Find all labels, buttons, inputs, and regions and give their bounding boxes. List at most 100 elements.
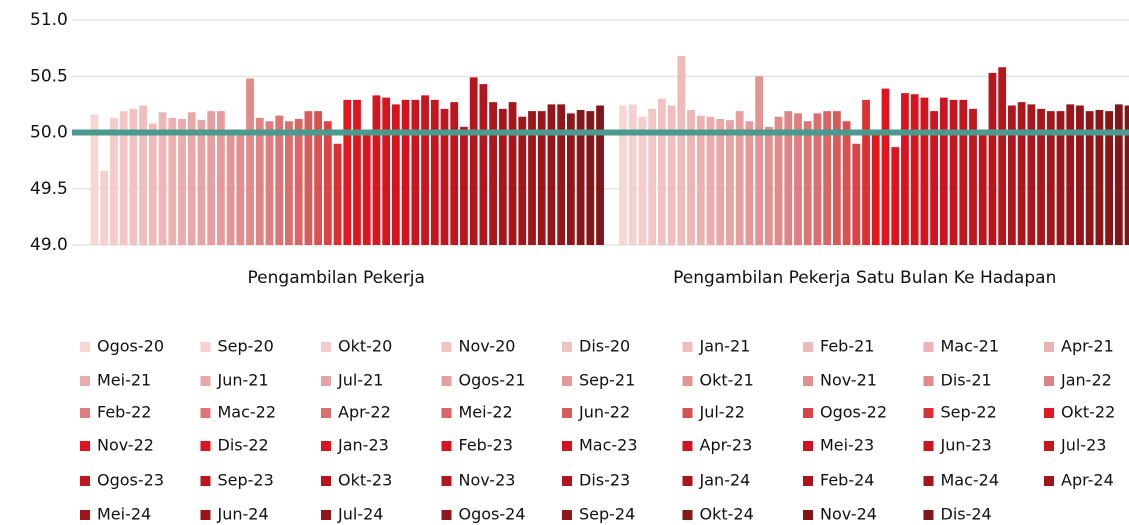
bar (784, 111, 793, 245)
legend-swatch (321, 476, 331, 486)
legend-swatch (1044, 408, 1054, 418)
legend-label: Okt-20 (338, 337, 392, 356)
legend-swatch (682, 342, 693, 352)
legend-label: Apr-23 (700, 436, 753, 455)
legend-label: Mei-22 (459, 403, 513, 422)
bar (1076, 105, 1084, 245)
bar (852, 143, 861, 245)
legend-label: Sep-22 (941, 403, 997, 422)
bar (401, 99, 410, 245)
y-tick-label: 49.5 (30, 179, 68, 199)
bar (178, 119, 186, 245)
bar (129, 108, 138, 245)
legend-swatch (923, 476, 934, 486)
bar (871, 132, 880, 245)
x-category-label: Pengambilan Pekerja (248, 268, 425, 288)
bar (576, 110, 585, 245)
legend-swatch (441, 441, 452, 451)
bar (988, 72, 997, 245)
bar (1008, 105, 1016, 245)
legend-swatch (562, 441, 572, 451)
bar (275, 115, 284, 245)
legend-swatch (1044, 441, 1054, 451)
legend-label: Sep-24 (579, 505, 635, 524)
bar (557, 104, 566, 245)
legend-swatch (441, 342, 452, 352)
y-tick-label: 50.5 (30, 66, 68, 86)
legend-swatch (1044, 476, 1054, 486)
legend-swatch (803, 441, 813, 451)
bar (1066, 104, 1075, 245)
legend-swatch (803, 376, 813, 386)
bar (823, 111, 832, 245)
legend-label: Ogos-20 (97, 337, 164, 356)
legend-swatch (200, 510, 211, 520)
bar (518, 116, 527, 245)
legend-swatch (562, 376, 572, 386)
bar (294, 119, 303, 245)
legend-swatch (682, 441, 693, 451)
bar (430, 99, 439, 245)
bar (901, 93, 909, 245)
bar (187, 112, 196, 245)
legend-label: Apr-22 (338, 403, 391, 422)
bar (567, 113, 575, 245)
bar (842, 121, 851, 245)
legend-swatch (321, 441, 331, 451)
legend-swatch (200, 342, 211, 352)
bar (939, 97, 948, 245)
legend-swatch (562, 476, 572, 486)
bar (265, 121, 274, 245)
bar (508, 102, 517, 245)
bar (755, 76, 763, 245)
bar (333, 143, 342, 245)
legend-label: Okt-22 (1061, 403, 1115, 422)
legend-swatch (923, 408, 934, 418)
bar (764, 126, 773, 245)
legend-label: Nov-24 (820, 505, 877, 524)
legend-label: Nov-20 (459, 337, 516, 356)
legend-label: Feb-22 (97, 403, 151, 422)
legend-label: Mac-24 (941, 471, 1000, 490)
legend-swatch (682, 408, 693, 418)
legend-swatch (321, 510, 331, 520)
legend-swatch (1044, 376, 1054, 386)
legend-swatch (80, 342, 90, 352)
bar (304, 111, 313, 245)
bar (110, 117, 118, 245)
bar (1105, 111, 1114, 245)
bar (440, 108, 449, 245)
bar (1085, 111, 1094, 245)
bar (236, 132, 245, 245)
legend-swatch (803, 510, 813, 520)
legend-swatch (80, 510, 90, 520)
legend-label: Ogos-22 (820, 403, 887, 422)
bar (969, 108, 977, 245)
bar (139, 105, 147, 245)
bar (119, 111, 128, 245)
legend-label: Dis-20 (579, 337, 630, 356)
legend-swatch (923, 510, 934, 520)
bar (803, 121, 812, 245)
legend-label: Nov-23 (459, 471, 516, 490)
legend-label: Dis-23 (579, 471, 630, 490)
bar (891, 147, 900, 245)
bar (547, 104, 556, 245)
legend-swatch (562, 342, 572, 352)
y-tick-label: 50.0 (30, 123, 68, 143)
legend-swatch (803, 476, 813, 486)
legend-swatch (923, 342, 934, 352)
bar (619, 105, 627, 245)
legend-swatch (321, 342, 331, 352)
bar (667, 105, 676, 245)
legend-label: Okt-24 (700, 505, 754, 524)
bar (498, 108, 507, 245)
bar (774, 116, 783, 245)
bar (528, 111, 536, 245)
bar (343, 99, 352, 245)
legend-label: Jun-24 (217, 505, 269, 524)
legend-label: Sep-20 (218, 337, 274, 356)
bar (100, 170, 109, 245)
legend-swatch (200, 408, 211, 418)
